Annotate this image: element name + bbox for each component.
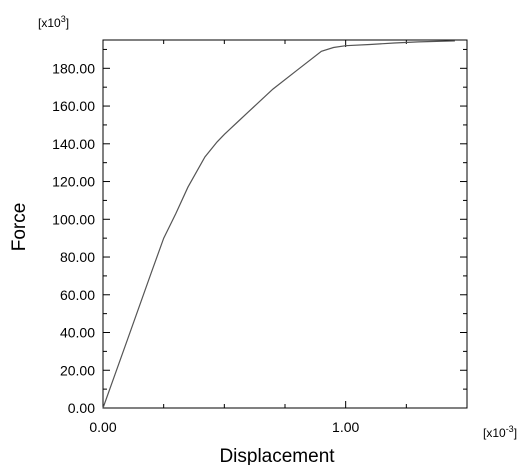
y-tick-label: 60.00 — [60, 287, 95, 303]
y-tick-label: 100.00 — [52, 211, 95, 227]
x-multiplier: [x10-3] — [483, 424, 517, 440]
y-tick-label: 40.00 — [60, 325, 95, 341]
y-tick-label: 140.00 — [52, 136, 95, 152]
y-multiplier: [x103] — [38, 14, 69, 30]
x-axis-ticks: 0.00 1.00 — [89, 40, 360, 435]
y-tick-label: 0.00 — [68, 400, 95, 416]
plot-frame — [102, 39, 468, 409]
x-tick-label: 0.00 — [89, 419, 116, 435]
y-tick-label: 180.00 — [52, 60, 95, 76]
y-tick-label: 160.00 — [52, 98, 95, 114]
y-axis-ticks: 0.00 20.00 40.00 60.00 80.00 100.00 120.00 140.… — [52, 60, 467, 416]
x-tick-label: 1.00 — [332, 419, 359, 435]
minor-ticks — [103, 40, 467, 408]
y-tick-label: 120.00 — [52, 174, 95, 190]
y-tick-label: 20.00 — [60, 362, 95, 378]
x-axis-title: Displacement — [219, 446, 335, 465]
y-tick-label: 80.00 — [60, 249, 95, 265]
y-axis-title: Force — [9, 203, 30, 252]
series-line — [102, 40, 455, 409]
